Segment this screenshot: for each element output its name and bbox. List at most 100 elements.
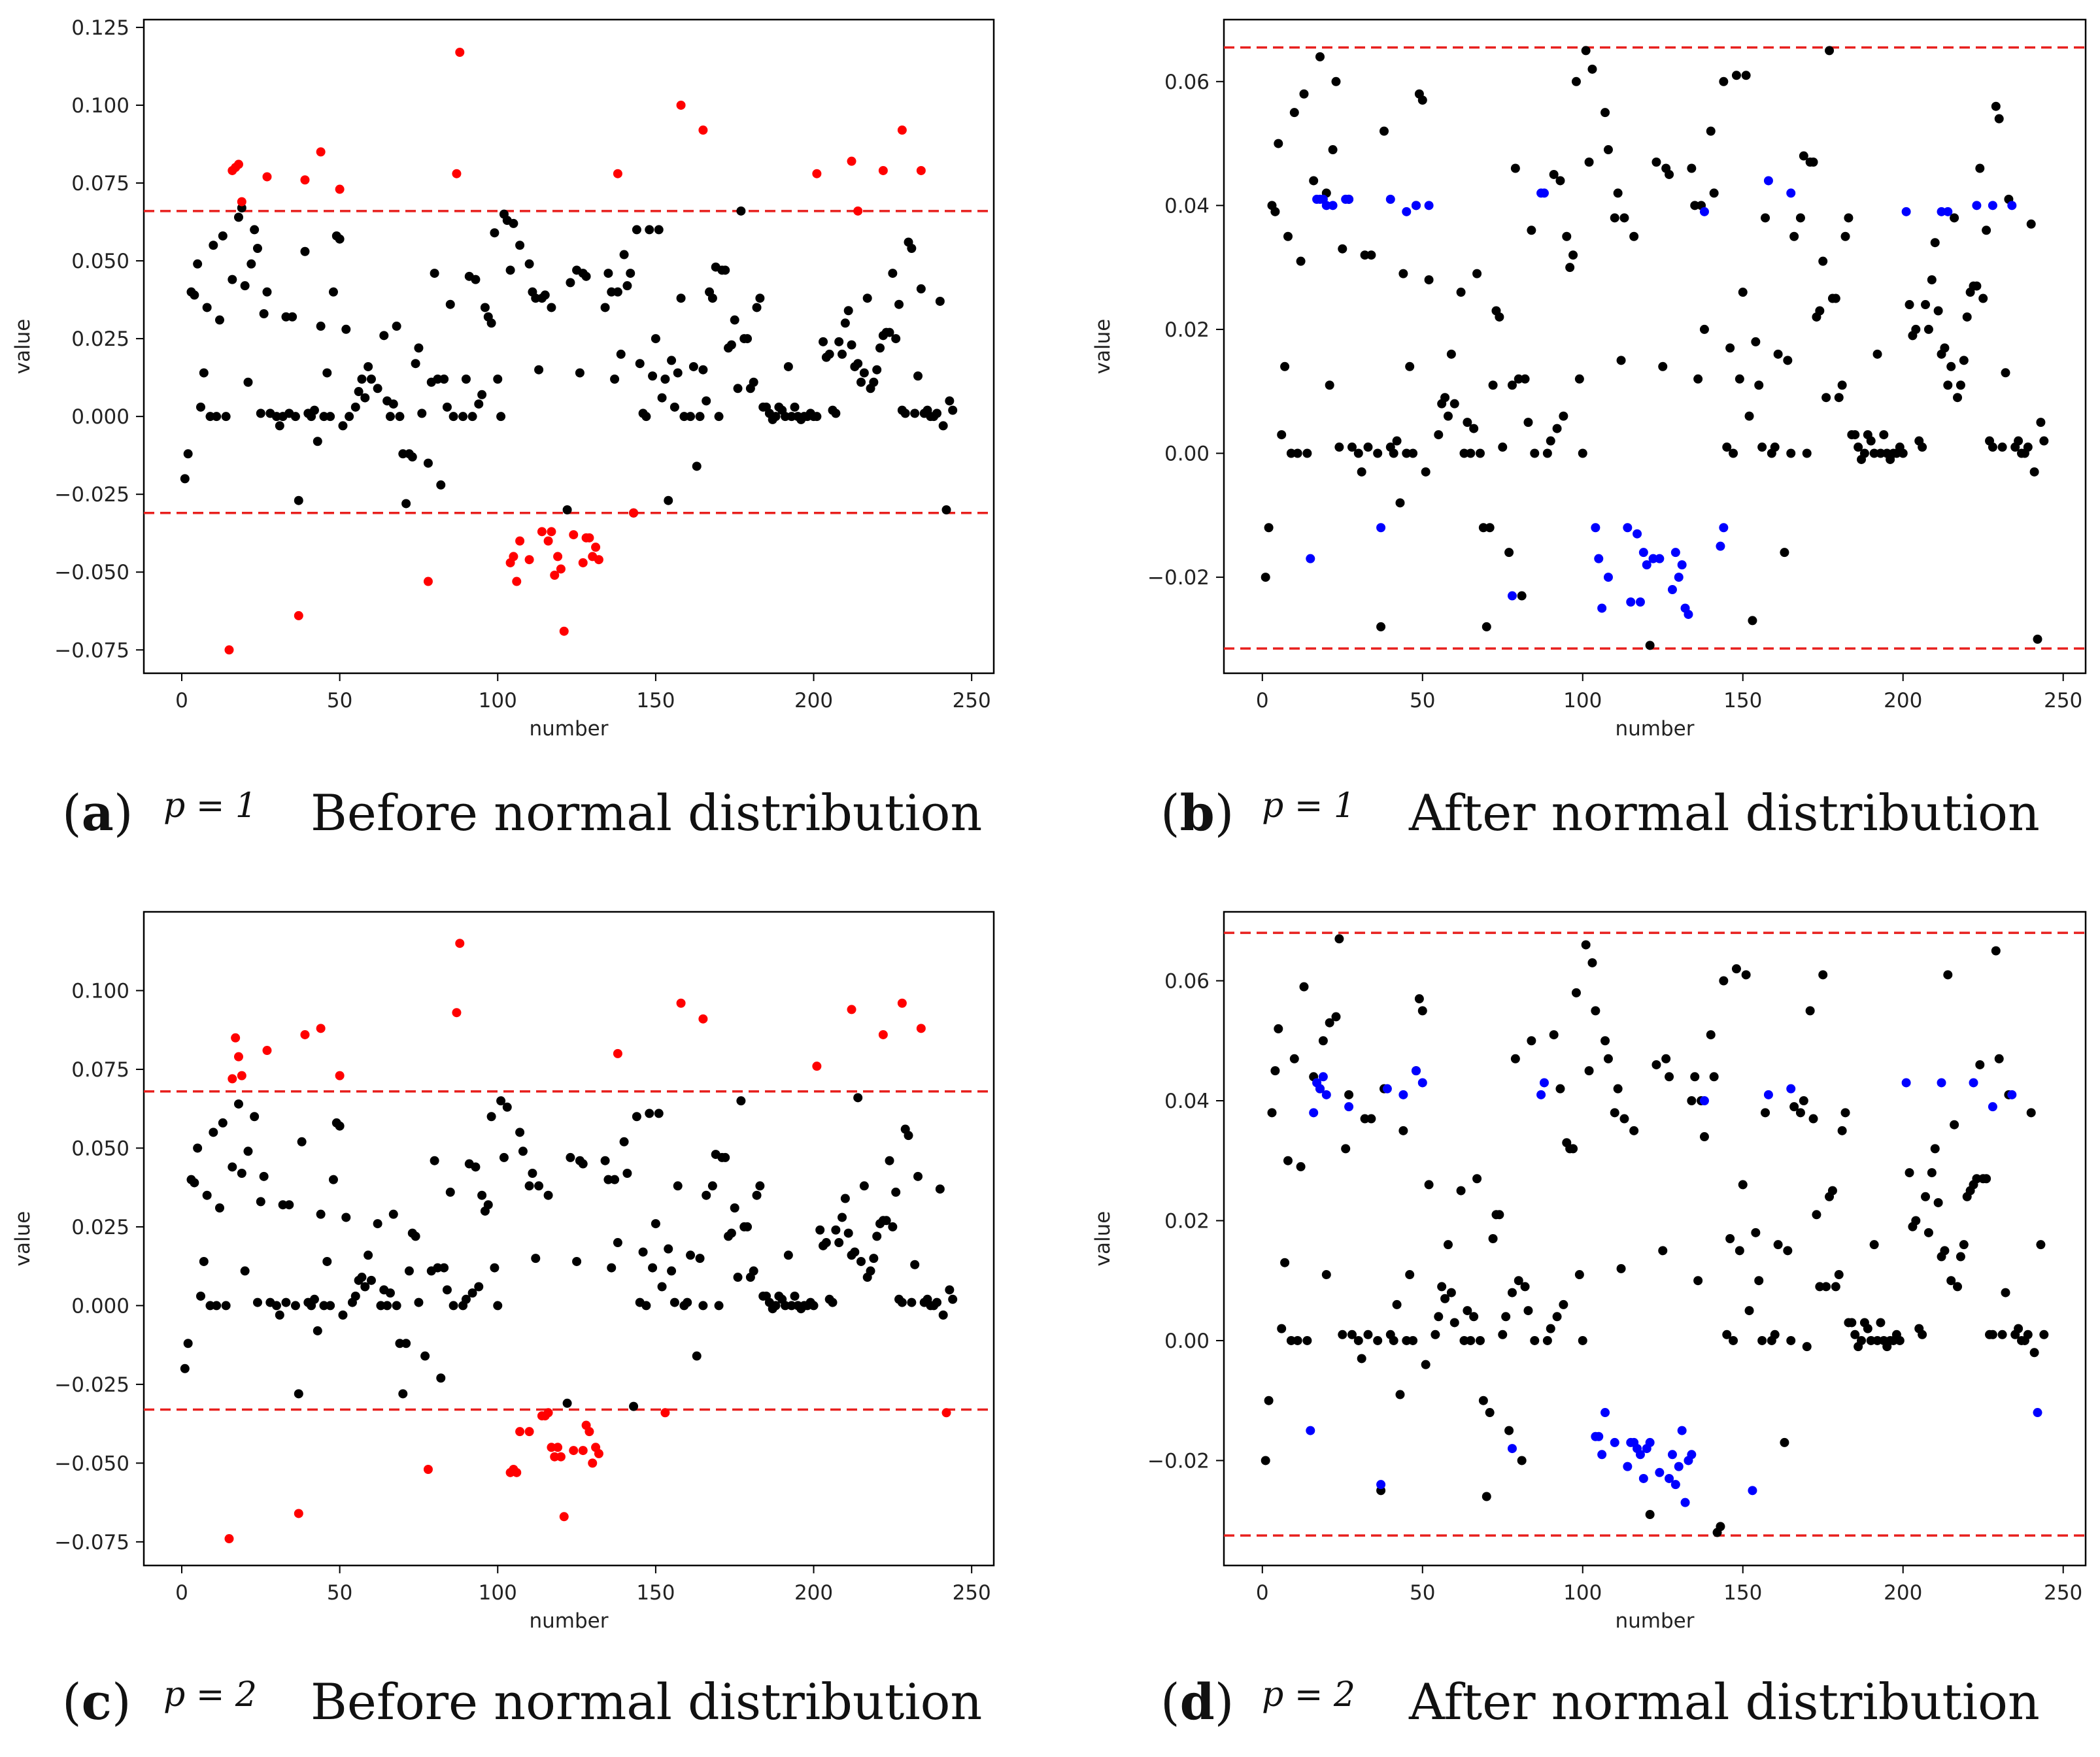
normal-point [471,275,481,284]
normal-point [910,1260,920,1269]
y-axis-label: value [1091,1211,1115,1267]
normal-point [1565,263,1575,273]
y-tick-label: 0.04 [1164,194,1210,218]
normal-point [328,287,338,297]
adjusted-point [1411,201,1421,210]
normal-point [1738,1180,1748,1190]
adjusted-point [1901,1078,1911,1088]
outlier-point [556,564,566,574]
normal-point [1844,213,1854,223]
normal-point [212,1301,222,1311]
normal-point [1328,145,1338,155]
x-tick-label: 150 [636,1581,675,1605]
normal-point [632,225,641,235]
normal-point [1424,275,1434,285]
normal-point [938,421,948,431]
normal-point [702,1190,711,1200]
normal-point [1808,1114,1818,1124]
normal-point [316,322,326,331]
normal-point [1283,1156,1293,1165]
normal-point [1546,436,1555,446]
normal-point [698,1301,708,1311]
normal-point [1706,126,1716,136]
normal-point [493,1301,503,1311]
normal-point [1485,1408,1495,1418]
normal-point [707,293,717,303]
normal-point [1761,213,1770,223]
normal-point [357,375,367,384]
normal-point [195,1291,205,1301]
normal-point [702,396,711,406]
normal-point [1363,1330,1373,1339]
outlier-point [300,175,310,185]
normal-point [1802,1342,1812,1352]
normal-point [1783,1246,1793,1256]
adjusted-point [1603,573,1613,582]
normal-point [613,1238,622,1248]
normal-point [1738,288,1748,297]
adjusted-point [1699,1096,1709,1105]
adjusted-point [1667,585,1677,595]
adjusted-point [1417,1078,1427,1088]
adjusted-point [1786,1084,1796,1094]
adjusted-point [1594,554,1604,563]
normal-point [388,1209,398,1219]
adjusted-point [1674,573,1684,582]
normal-point [692,1351,702,1361]
normal-point [341,324,351,334]
normal-point [271,1301,281,1311]
normal-point [904,1131,913,1141]
outlier-point [547,527,556,537]
adjusted-point [1309,1108,1319,1118]
normal-point [297,1137,307,1146]
normal-point [1789,231,1799,241]
adjusted-point [1507,1444,1517,1454]
normal-point [1854,443,1863,452]
panel-caption: (b) [1160,784,1234,842]
normal-point [847,340,856,350]
outlier-point [853,206,863,216]
y-tick-label: 0.00 [1164,443,1210,466]
outlier-point [676,998,686,1008]
normal-point [1293,1335,1302,1345]
normal-point [262,287,272,297]
outlier-point [423,1465,433,1475]
normal-point [1482,1492,1491,1501]
normal-point [284,1200,294,1210]
normal-point [783,361,793,371]
adjusted-point [1667,1450,1677,1460]
normal-point [199,1256,209,1266]
normal-point [1825,46,1835,56]
normal-point [1440,393,1450,403]
normal-point [900,409,910,418]
normal-point [461,375,471,384]
normal-point [862,293,872,303]
normal-point [1379,126,1389,136]
outlier-point [559,1512,569,1522]
normal-point [1591,1006,1600,1016]
outlier-point [512,1467,522,1477]
normal-point [809,1301,819,1311]
normal-point [1869,1240,1879,1250]
normal-point [695,412,705,422]
outlier-point [550,1452,560,1462]
adjusted-point [1937,1078,1946,1088]
normal-point [619,250,629,259]
y-tick-label: 0.075 [71,172,129,195]
y-tick-label: 0.075 [71,1058,129,1082]
x-tick-label: 250 [2044,1581,2082,1605]
normal-point [1459,448,1469,458]
normal-point [736,1096,746,1106]
normal-point [1267,1108,1277,1118]
normal-point [1338,244,1347,254]
normal-point [1449,1318,1459,1328]
adjusted-point [1687,1450,1697,1460]
adjusted-point [1328,201,1338,210]
normal-point [1837,1126,1847,1135]
normal-point [1587,64,1597,74]
normal-point [209,1128,218,1137]
normal-point [603,269,613,278]
normal-point [490,1263,500,1273]
normal-point [654,1109,664,1118]
normal-point [1289,108,1299,118]
